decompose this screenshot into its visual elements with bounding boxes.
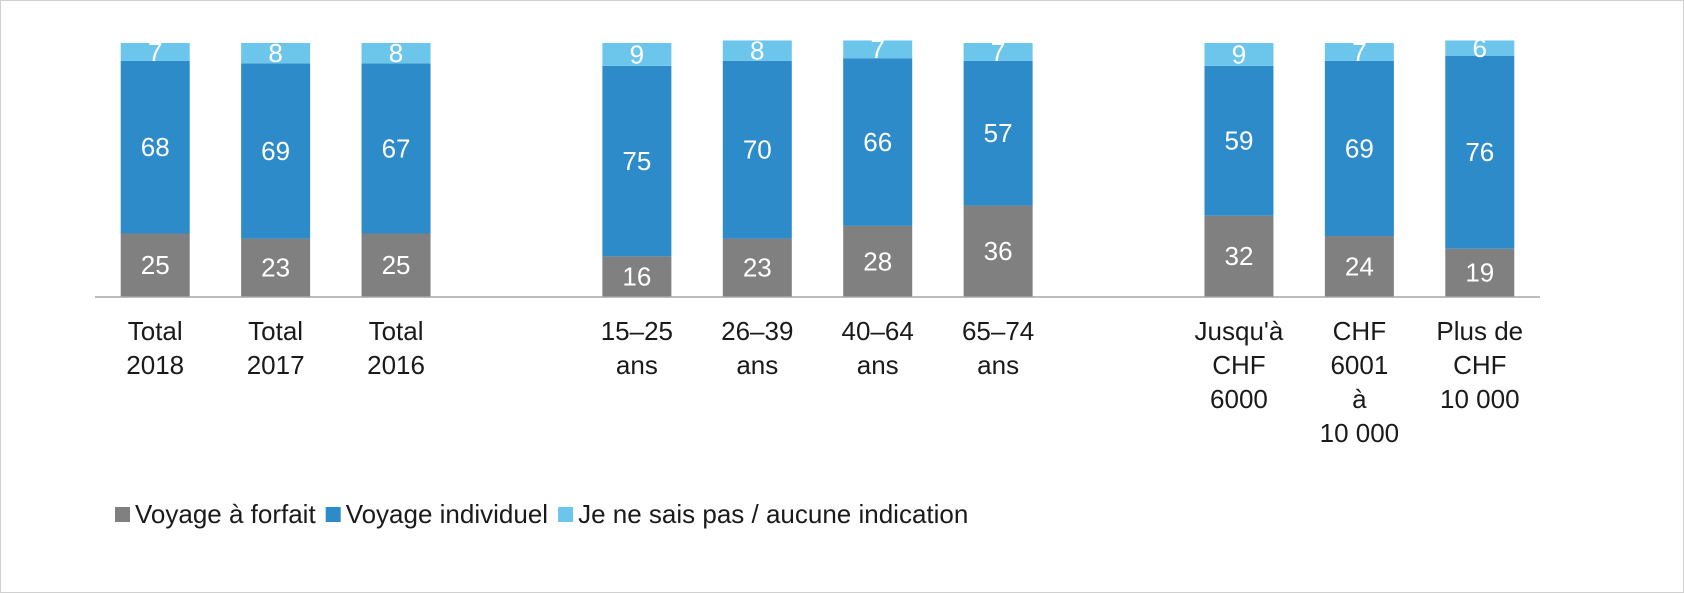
data-label: 9 [630,39,644,69]
bar-segment [602,43,672,66]
bar-segment [1324,60,1394,237]
bar-segment [241,238,311,297]
x-tick-label: CHF 6001 à 10 000 [1320,316,1400,448]
bar-segment [843,58,913,226]
bar-segment [120,60,190,234]
x-tick-label: 26–39 ans [721,316,793,380]
bar-segment [1445,55,1515,249]
data-label: 67 [382,133,411,163]
legend-label: Voyage individuel [346,499,548,529]
bar-segment [602,65,672,257]
legend-label: Voyage à forfait [135,499,316,529]
bar-segment [361,63,431,234]
bar-segment [722,60,792,239]
x-tick-label: Total 2018 [126,316,184,380]
bar-segment [361,233,431,297]
bar-segment [963,205,1033,297]
bar-segment [120,43,190,61]
legend-label: Je ne sais pas / aucune indication [578,499,968,529]
data-label: 24 [1345,251,1374,281]
bar-segment [722,238,792,297]
data-label: 23 [743,253,772,283]
bar-segment [1445,40,1515,56]
bar-segment [722,40,792,61]
bar-segment [1324,236,1394,297]
bar-segment [1204,215,1274,297]
data-label: 75 [622,146,651,176]
x-tick-label: 15–25 ans [601,316,673,380]
x-tick-label: 65–74 ans [962,316,1034,380]
bar-segment [241,43,311,64]
data-label: 7 [148,37,162,67]
bar-segment [1204,43,1274,66]
x-tick-label: 40–64 ans [842,316,914,380]
data-label: 28 [863,246,892,276]
data-label: 36 [984,236,1013,266]
data-label: 7 [1352,37,1366,67]
data-label: 76 [1465,137,1494,167]
bar-segment [1445,248,1515,297]
data-label: 19 [1465,258,1494,288]
bar-segment [1324,43,1394,61]
data-label: 59 [1224,126,1253,156]
data-label: 66 [863,127,892,157]
x-tick-label: Jusqu'à CHF 6000 [1195,316,1284,414]
bar-segment [120,233,190,297]
bar-segment [361,43,431,64]
data-label: 8 [268,38,282,68]
data-label: 69 [261,136,290,166]
data-label: 8 [389,38,403,68]
data-label: 7 [991,37,1005,67]
data-label: 25 [141,250,170,280]
bar-segment [843,40,913,59]
data-label: 6 [1473,33,1487,63]
data-label: 25 [382,250,411,280]
legend-swatch [325,507,341,522]
bar-segment [241,63,311,239]
bar-segment [1204,65,1274,216]
data-label: 70 [743,135,772,165]
data-label: 23 [261,253,290,283]
bar-segment [963,60,1033,206]
x-tick-label: Total 2017 [247,316,305,380]
data-label: 69 [1345,133,1374,163]
data-label: 57 [984,118,1013,148]
legend-swatch [115,507,130,522]
data-label: 32 [1224,241,1253,271]
data-label: 68 [141,132,170,162]
bar-segment [963,43,1033,61]
legend-swatch [558,507,574,522]
data-label: 7 [870,34,884,64]
data-label: 16 [622,262,651,292]
x-tick-label: Total 2016 [367,316,425,380]
data-label: 8 [750,35,764,65]
data-label: 9 [1232,39,1246,69]
x-tick-label: Plus de CHF 10 000 [1436,316,1523,414]
bar-segment [602,256,672,297]
bar-segment [843,225,913,297]
